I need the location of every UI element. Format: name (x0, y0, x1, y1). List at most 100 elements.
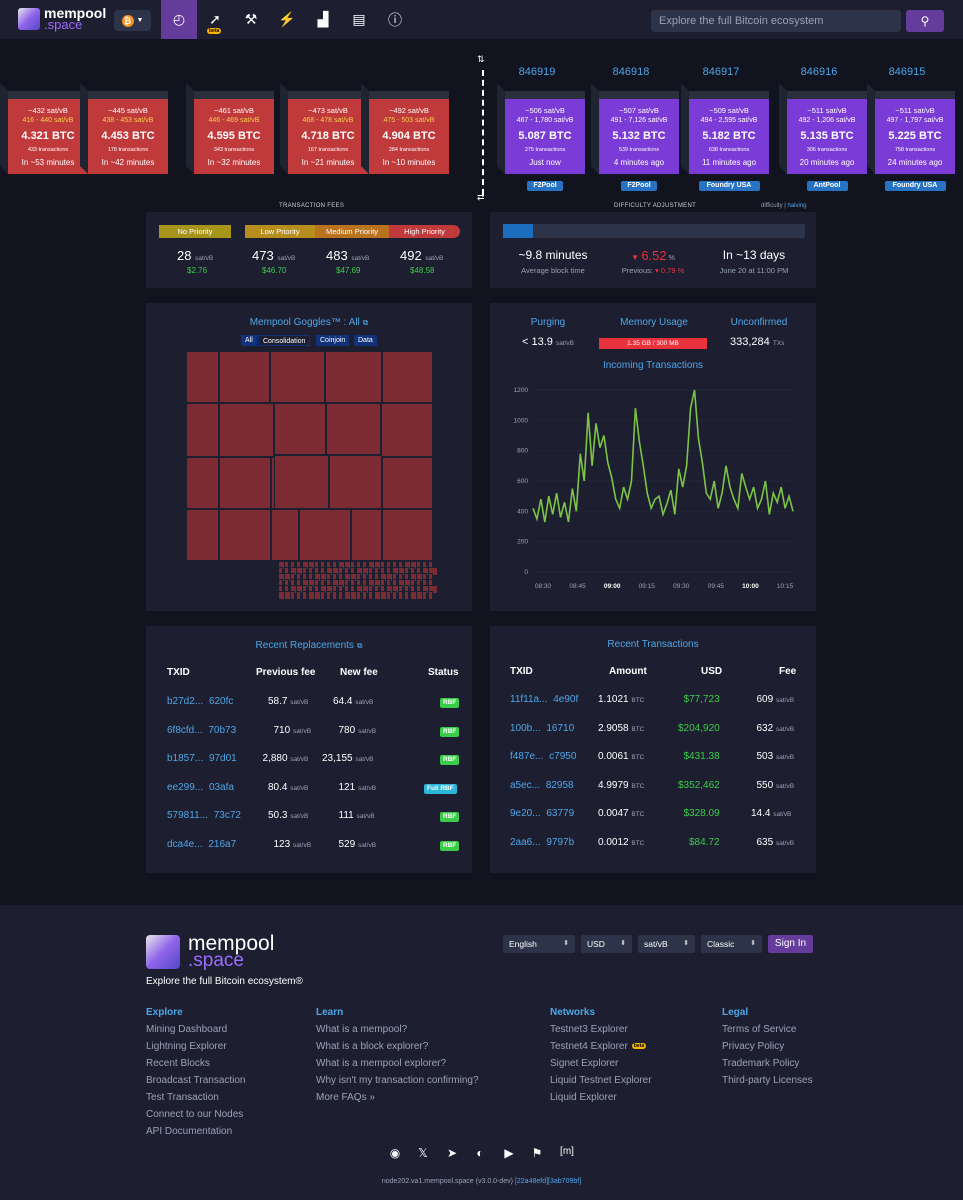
mined-block[interactable]: ~509 sat/vB 494 - 2,595 sat/vB 5.182 BTC 63… (681, 83, 769, 174)
tx-tile[interactable] (219, 351, 270, 403)
footer-link-explore[interactable]: Lightning Explorer (146, 1041, 227, 1052)
replacement-txid-link[interactable]: b1857... 97d01 (167, 753, 237, 765)
replacement-txid-link[interactable]: 579811... 73c72 (167, 810, 241, 822)
commit-hash-link[interactable]: [3ab709bf] (548, 1178, 582, 1185)
recent-txid-link[interactable]: f487e... c7950 (510, 751, 577, 763)
tx-tile[interactable] (219, 509, 271, 561)
toggle-arrows-icon[interactable]: ⇄ (477, 192, 485, 202)
theme-select[interactable]: Classic ⬍ (701, 935, 762, 953)
recent-txid-link[interactable]: 11f11a... 4e90f (510, 694, 579, 705)
tx-tile[interactable] (404, 591, 409, 600)
recent-transactions-link[interactable]: Recent Transactions (607, 639, 699, 650)
lightning-icon[interactable]: ⚡ (278, 11, 296, 27)
tx-tile[interactable] (368, 591, 373, 600)
tx-tile[interactable] (296, 591, 301, 600)
mined-block[interactable]: ~511 sat/vB 497 - 1,797 sat/vB 5.225 BTC 75… (867, 83, 955, 174)
block-height-link[interactable]: 846915 (888, 66, 926, 78)
footer-link-explore[interactable]: Test Transaction (146, 1092, 219, 1103)
difficulty-halving-toggle[interactable]: difficulty | halving (761, 203, 807, 209)
dashboard-nav-icon[interactable]: ◴ (161, 0, 197, 39)
x-twitter-icon[interactable]: 𝕏 (418, 1146, 428, 1160)
footer-link-learn[interactable]: What is a mempool? (316, 1024, 408, 1035)
telegram-icon[interactable]: ➤ (446, 1146, 458, 1160)
tx-tile[interactable] (329, 455, 382, 509)
mining-pool-badge[interactable]: Foundry USA (698, 181, 760, 191)
tx-tile[interactable] (186, 403, 219, 457)
footer-link-learn[interactable]: What is a mempool explorer? (316, 1058, 447, 1069)
footer-link-explore[interactable]: Recent Blocks (146, 1058, 210, 1069)
footer-link-legal[interactable]: Trademark Policy (722, 1058, 800, 1069)
footer-link-learn[interactable]: What is a block explorer? (316, 1041, 429, 1052)
tx-tile[interactable] (332, 591, 337, 600)
tx-tile[interactable] (186, 457, 219, 509)
tx-tile[interactable] (320, 591, 325, 600)
nostr-icon[interactable]: ◐ (476, 1146, 484, 1160)
block-height-link[interactable]: 846919 (518, 66, 556, 78)
tx-tile[interactable] (186, 509, 219, 561)
mined-block[interactable]: ~507 sat/vB 491 - 7,126 sat/vB 5.132 BTC 53… (591, 83, 679, 174)
tx-tile[interactable] (299, 509, 351, 561)
mempool-treemap[interactable] (186, 351, 438, 600)
about-info-icon[interactable]: ⓘ (388, 11, 402, 28)
halving-toggle[interactable]: halving (787, 203, 807, 209)
goggles-filter-all[interactable]: All (241, 335, 257, 346)
tx-tile[interactable] (428, 585, 438, 594)
mined-block[interactable]: ~506 sat/vB 467 - 1,780 sat/vB 5.087 BTC 27… (497, 83, 585, 174)
tx-tile[interactable] (326, 591, 331, 600)
goggles-filter-coinjoin[interactable]: Coinjoin (316, 335, 350, 346)
block-height-link[interactable]: 846917 (702, 66, 740, 78)
docs-book-icon[interactable]: ▤ (352, 11, 366, 27)
tx-tile[interactable] (386, 591, 391, 600)
tx-tile[interactable] (219, 457, 271, 509)
swap-arrows-icon[interactable]: ⇅ (477, 54, 485, 64)
footer-link-explore[interactable]: Broadcast Transaction (146, 1075, 246, 1086)
language-select[interactable]: English ⬍ (503, 935, 575, 953)
recent-txid-link[interactable]: 2aa6... 9797b (510, 837, 575, 848)
mempool-block[interactable]: ~432 sat/vB 416 - 440 sat/vB 4.321 BTC 433 … (0, 83, 88, 174)
footer-link-networks[interactable]: Signet Explorer (550, 1058, 619, 1069)
goggles-title-link[interactable]: Mempool Goggles™ : All ⧉ (249, 317, 369, 328)
footer-link-learn[interactable]: Why isn't my transaction confirming? (316, 1075, 479, 1086)
mining-pool-badge[interactable]: Foundry USA (884, 181, 946, 191)
mining-pool-badge[interactable]: F2Pool (621, 181, 657, 191)
tx-tile[interactable] (302, 591, 307, 600)
mining-pool-badge[interactable]: AntPool (806, 181, 848, 191)
mempool-block[interactable]: ~445 sat/vB 438 - 453 sat/vB 4.453 BTC 178 … (80, 83, 168, 174)
footer-link-networks[interactable]: Liquid Testnet Explorer (550, 1075, 652, 1086)
tx-tile[interactable] (274, 455, 329, 509)
tx-tile[interactable] (270, 351, 325, 403)
replacement-txid-link[interactable]: 6f8cfd... 70b73 (167, 724, 237, 736)
tx-tile[interactable] (186, 351, 219, 403)
tx-tile[interactable] (398, 591, 403, 600)
tx-tile[interactable] (338, 591, 343, 600)
tx-tile[interactable] (362, 591, 367, 600)
block-height-link[interactable]: 846918 (612, 66, 650, 78)
tx-tile[interactable] (422, 591, 427, 600)
tx-tile[interactable] (290, 591, 295, 600)
tx-tile[interactable] (356, 591, 361, 600)
tx-tile[interactable] (219, 403, 274, 457)
search-input[interactable] (651, 10, 901, 32)
tx-tile[interactable] (428, 567, 438, 576)
tx-tile[interactable] (274, 403, 326, 455)
tx-tile[interactable] (326, 403, 381, 455)
tx-tile[interactable] (271, 509, 299, 561)
mempool-logo[interactable]: mempool .space (18, 6, 106, 31)
block-height-link[interactable]: 846916 (800, 66, 838, 78)
recent-txid-link[interactable]: 9e20... 63779 (510, 808, 575, 820)
recent-txid-link[interactable]: a5ec... 82958 (510, 779, 574, 791)
incoming-transactions-link[interactable]: Incoming Transactions (602, 360, 704, 371)
matrix-icon[interactable]: [m] (560, 1146, 574, 1157)
footer-link-learn[interactable]: More FAQs » (316, 1092, 375, 1103)
youtube-icon[interactable]: ▶ (504, 1146, 514, 1160)
footer-link-explore[interactable]: API Documentation (146, 1126, 233, 1137)
mining-pool-badge[interactable]: F2Pool (527, 181, 563, 191)
tx-tile[interactable] (325, 351, 382, 403)
replacement-txid-link[interactable]: b27d2... 620fc (167, 696, 234, 707)
unit-select[interactable]: sat/vB ⬍ (638, 935, 695, 953)
network-selector[interactable]: ₿ ▼ (114, 10, 151, 31)
tx-tile[interactable] (381, 403, 433, 457)
mined-block[interactable]: ~511 sat/vB 492 - 1,206 sat/vB 5.135 BTC 30… (779, 83, 867, 174)
currency-select[interactable]: USD ⬍ (581, 935, 632, 953)
tx-tile[interactable] (382, 457, 433, 509)
